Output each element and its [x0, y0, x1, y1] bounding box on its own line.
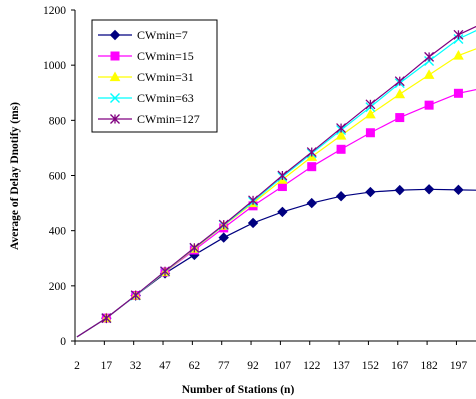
data-point [365, 128, 375, 138]
x-tick-label: 152 [362, 360, 380, 372]
data-point [394, 184, 405, 196]
x-tick-label: 92 [247, 360, 259, 372]
data-point [394, 88, 406, 99]
x-tick-label: 77 [218, 360, 230, 372]
x-tick-label: 182 [420, 360, 438, 372]
data-point [453, 88, 463, 98]
data-point [110, 51, 120, 61]
data-point [424, 51, 435, 62]
y-tick-label: 0 [60, 336, 66, 348]
data-point [248, 195, 259, 206]
data-point [395, 113, 405, 123]
legend-label: CWmin=7 [137, 28, 188, 42]
series-layer [76, 25, 476, 338]
data-point [453, 184, 464, 196]
data-point [306, 197, 317, 209]
data-point [336, 123, 347, 134]
legend-label: CWmin=63 [137, 91, 194, 105]
data-point [189, 242, 200, 253]
data-point [160, 266, 170, 277]
data-point [365, 108, 376, 119]
x-tick-label: 122 [303, 360, 321, 372]
legend-item: CWmin=63 [98, 91, 194, 105]
data-point [218, 219, 229, 230]
data-point [423, 69, 435, 79]
x-tick-label: 137 [332, 360, 350, 372]
y-tick-label: 400 [49, 226, 67, 238]
data-point [109, 71, 121, 82]
x-tick-label: 2 [74, 360, 80, 372]
series-line [76, 188, 476, 338]
legend-label: CWmin=127 [137, 112, 200, 126]
data-point [130, 290, 141, 301]
legend-label: CWmin=31 [137, 70, 194, 84]
x-tick-label: 107 [274, 360, 292, 372]
data-point [335, 190, 347, 202]
x-axis-ticks: 2 17 32 47 62 77 92 107 122 137 152 167 182 197 [74, 341, 467, 372]
data-point [336, 144, 346, 154]
x-axis-title: Number of Stations (n) [182, 384, 295, 396]
data-point [101, 313, 112, 324]
data-point [365, 186, 376, 198]
data-point [307, 162, 317, 172]
data-point [109, 29, 121, 41]
data-point [218, 232, 229, 243]
y-tick-label: 1000 [43, 60, 66, 72]
data-point [453, 29, 464, 40]
data-point [277, 170, 288, 181]
data-point [277, 206, 288, 218]
x-tick-label: 32 [130, 360, 142, 372]
x-tick-label: 167 [391, 360, 409, 372]
legend-item: CWmin=15 [98, 49, 194, 63]
data-point [424, 100, 434, 110]
x-tick-label: 47 [159, 360, 171, 372]
data-point [110, 114, 120, 124]
legend-item: CWmin=127 [98, 112, 200, 126]
data-point [394, 76, 405, 87]
data-point [335, 129, 347, 140]
x-tick-label: 62 [189, 360, 201, 372]
y-tick-label: 200 [49, 281, 67, 293]
legend-item: CWmin=7 [98, 28, 188, 42]
data-point [453, 49, 464, 60]
data-point [365, 99, 376, 110]
legend-item: CWmin=31 [98, 70, 194, 84]
x-tick-label: 17 [101, 360, 113, 372]
y-tick-label: 600 [49, 171, 67, 183]
y-axis-ticks: 0 200 400 600 800 1000 1200 [43, 5, 75, 348]
series-cwmin-127 [76, 25, 476, 338]
series-cwmin-7 [76, 184, 476, 338]
y-tick-label: 800 [49, 115, 67, 127]
data-point [247, 217, 259, 229]
data-point [423, 184, 435, 195]
data-point [110, 93, 120, 103]
legend: CWmin=7 CWmin=15 CWmin=31 CWmin=63 CWmin=127 [91, 19, 218, 133]
y-axis-title: Average of Delay Dnotify (ms) [9, 102, 21, 250]
legend-label: CWmin=15 [137, 49, 194, 63]
data-point [306, 147, 317, 158]
x-tick-label: 197 [450, 360, 468, 372]
y-tick-label: 1200 [43, 5, 66, 17]
